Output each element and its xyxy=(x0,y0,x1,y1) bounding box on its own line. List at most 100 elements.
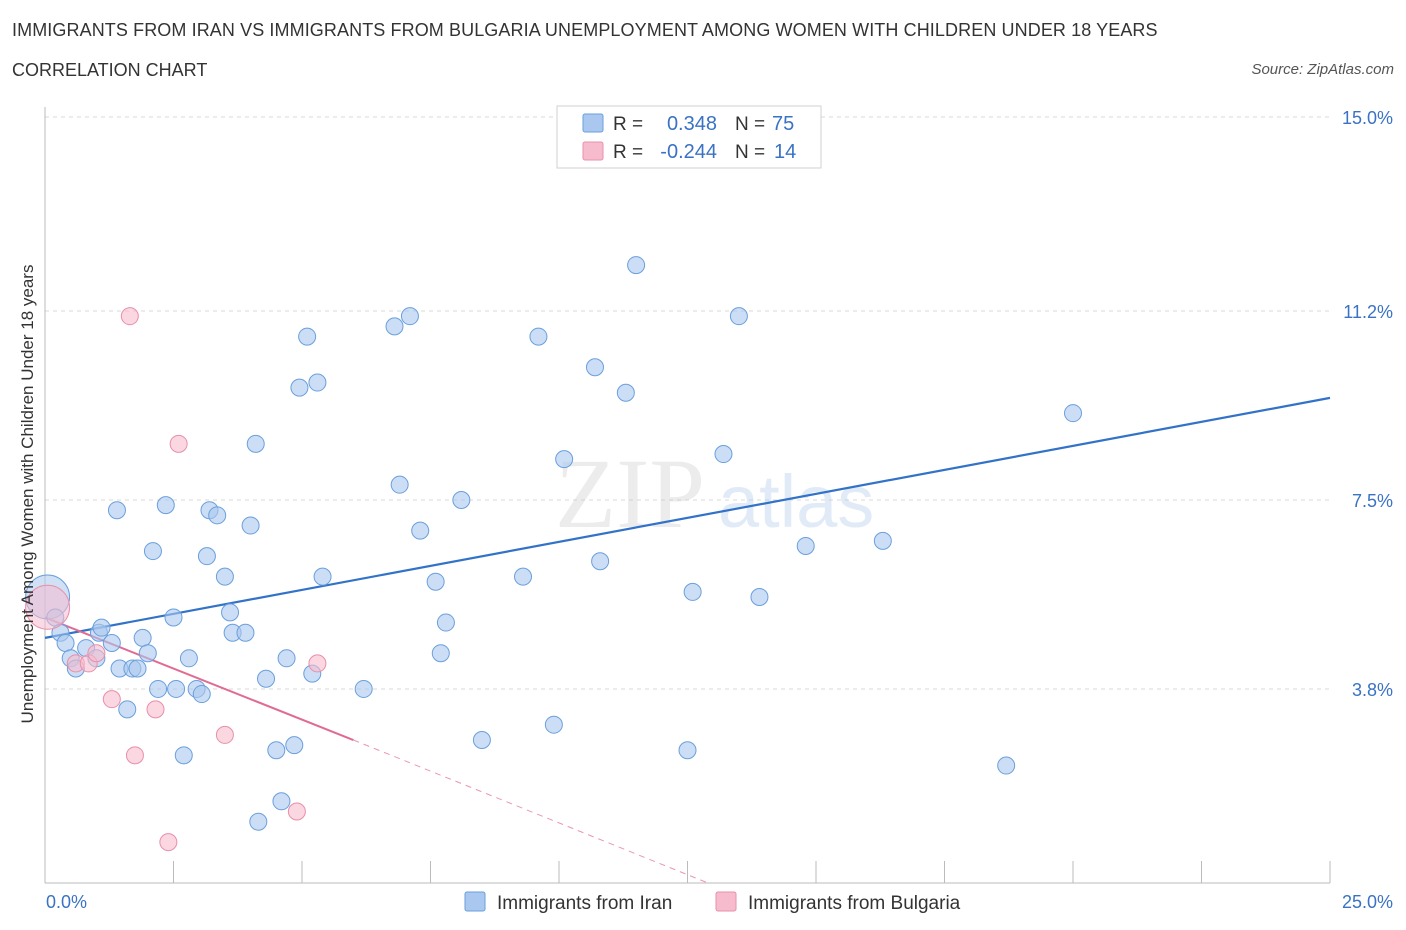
iran-point-59 xyxy=(544,715,563,734)
iran-point-65 xyxy=(678,741,697,760)
iran-point-30 xyxy=(215,567,234,586)
bulgaria-series-label: Immigrants from Bulgaria xyxy=(748,893,961,914)
iran-point-3 xyxy=(56,633,75,652)
gridlines xyxy=(45,116,1330,690)
bulgaria-points xyxy=(25,307,327,852)
iran-point-53 xyxy=(431,644,450,663)
bulgaria-point-11 xyxy=(287,802,306,821)
iran-point-38 xyxy=(267,741,286,760)
iran-point-39 xyxy=(272,792,291,811)
iran-point-16 xyxy=(133,628,152,647)
iran-point-45 xyxy=(308,373,327,392)
bulgaria-point-0 xyxy=(25,584,71,630)
iran-point-13 xyxy=(118,700,137,719)
iran-point-36 xyxy=(249,812,268,831)
iran-point-58 xyxy=(529,327,548,346)
iran-point-35 xyxy=(246,434,265,453)
iran-point-73 xyxy=(1064,404,1082,423)
iran-point-18 xyxy=(143,542,162,561)
iran-point-41 xyxy=(285,736,304,755)
series-legend: Immigrants from Iran Immigrants from Bul… xyxy=(464,891,961,914)
iran-n-label: N = xyxy=(735,114,765,135)
bulgaria-series-swatch xyxy=(715,891,737,912)
chart-subtitle: CORRELATION CHART xyxy=(12,60,208,80)
iran-point-24 xyxy=(179,649,198,668)
bulgaria-point-4 xyxy=(102,690,121,709)
y-tick-label-2: 11.2% xyxy=(1343,302,1393,322)
x-tick-label-0: 0.0% xyxy=(46,892,87,912)
bulgaria-r-label: R = xyxy=(613,142,643,163)
iran-point-20 xyxy=(156,496,175,515)
iran-r-value: 0.348 xyxy=(667,113,717,135)
bulgaria-point-8 xyxy=(159,833,178,852)
watermark-atlas: atlas xyxy=(718,460,874,543)
iran-point-48 xyxy=(385,317,404,336)
iran-point-31 xyxy=(221,603,240,622)
y-tick-label-3: 15.0% xyxy=(1342,108,1393,128)
x-tick-label-1: 25.0% xyxy=(1342,892,1393,912)
correlation-legend: R = 0.348 N = 75 R = -0.244 N = 14 xyxy=(556,105,822,169)
iran-point-26 xyxy=(192,685,211,704)
iran-r-label: R = xyxy=(613,114,643,135)
iran-point-61 xyxy=(585,358,604,377)
iran-point-57 xyxy=(514,567,533,586)
iran-point-17 xyxy=(138,644,157,663)
iran-point-51 xyxy=(411,521,430,540)
iran-point-54 xyxy=(436,613,455,632)
iran-trend-line xyxy=(44,396,1331,639)
iran-point-67 xyxy=(714,445,733,464)
iran-point-22 xyxy=(167,679,186,698)
iran-point-50 xyxy=(400,307,419,326)
iran-point-60 xyxy=(555,450,574,469)
iran-point-49 xyxy=(390,475,409,494)
axes xyxy=(44,107,1331,884)
bulgaria-point-9 xyxy=(169,434,188,453)
iran-point-42 xyxy=(290,378,309,397)
y-tick-label-0: 3.8% xyxy=(1352,680,1393,700)
watermark: ZIP atlas xyxy=(555,438,874,549)
iran-point-15 xyxy=(128,659,147,678)
iran-n-value: 75 xyxy=(772,113,794,135)
iran-point-72 xyxy=(997,756,1016,775)
iran-point-43 xyxy=(298,327,317,346)
bulgaria-n-label: N = xyxy=(735,142,765,163)
iran-series-swatch xyxy=(464,891,486,912)
iran-series-label: Immigrants from Iran xyxy=(497,893,672,914)
iran-point-11 xyxy=(107,501,126,520)
bulgaria-legend-swatch xyxy=(582,141,604,161)
bulgaria-r-value: -0.244 xyxy=(660,141,717,163)
iran-point-69 xyxy=(750,588,769,607)
iran-point-40 xyxy=(277,649,296,668)
watermark-zip: ZIP xyxy=(555,438,705,549)
iran-legend-swatch xyxy=(582,113,604,133)
iran-point-23 xyxy=(174,746,193,765)
chart-title: IMMIGRANTS FROM IRAN VS IMMIGRANTS FROM … xyxy=(12,20,1158,40)
bulgaria-point-10 xyxy=(215,725,234,744)
iran-point-10 xyxy=(102,633,121,652)
iran-point-56 xyxy=(472,731,491,750)
bulgaria-point-7 xyxy=(146,700,165,719)
bulgaria-point-3 xyxy=(87,644,106,663)
iran-point-34 xyxy=(241,516,260,535)
iran-point-27 xyxy=(197,547,216,566)
iran-point-55 xyxy=(452,491,471,509)
bulgaria-n-value: 14 xyxy=(774,141,796,163)
y-tick-label-1: 7.5% xyxy=(1352,491,1393,511)
iran-point-37 xyxy=(257,669,276,688)
iran-point-68 xyxy=(729,307,748,326)
bulgaria-point-12 xyxy=(308,654,327,673)
iran-point-66 xyxy=(683,582,702,601)
iran-point-46 xyxy=(313,567,332,586)
iran-point-63 xyxy=(616,383,635,402)
iran-point-62 xyxy=(591,552,610,571)
iran-point-29 xyxy=(208,506,227,525)
y-axis-label: Unemployment Among Women with Children U… xyxy=(18,265,37,724)
iran-point-21 xyxy=(164,608,183,627)
bulgaria-trend-extension xyxy=(353,739,709,884)
bulgaria-point-6 xyxy=(125,746,144,765)
iran-point-64 xyxy=(627,256,646,275)
iran-point-52 xyxy=(426,572,445,591)
iran-point-70 xyxy=(796,536,815,555)
iran-point-9 xyxy=(92,618,111,637)
